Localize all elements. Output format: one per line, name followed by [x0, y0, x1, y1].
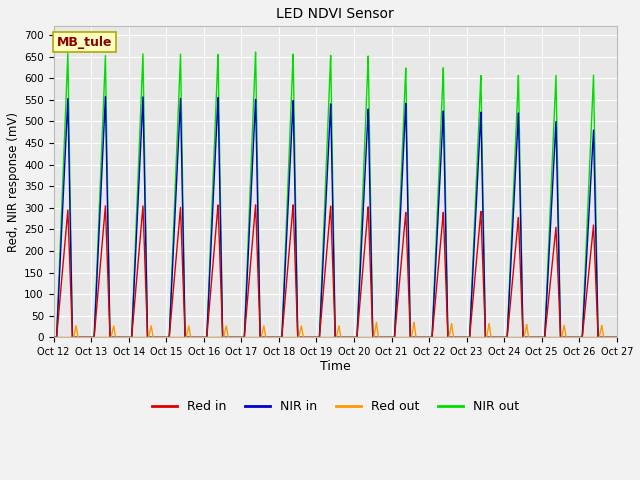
X-axis label: Time: Time [320, 360, 351, 373]
Y-axis label: Red, NIR response (mV): Red, NIR response (mV) [7, 112, 20, 252]
Text: MB_tule: MB_tule [56, 36, 112, 48]
Title: LED NDVI Sensor: LED NDVI Sensor [276, 7, 394, 21]
Legend: Red in, NIR in, Red out, NIR out: Red in, NIR in, Red out, NIR out [147, 396, 524, 418]
